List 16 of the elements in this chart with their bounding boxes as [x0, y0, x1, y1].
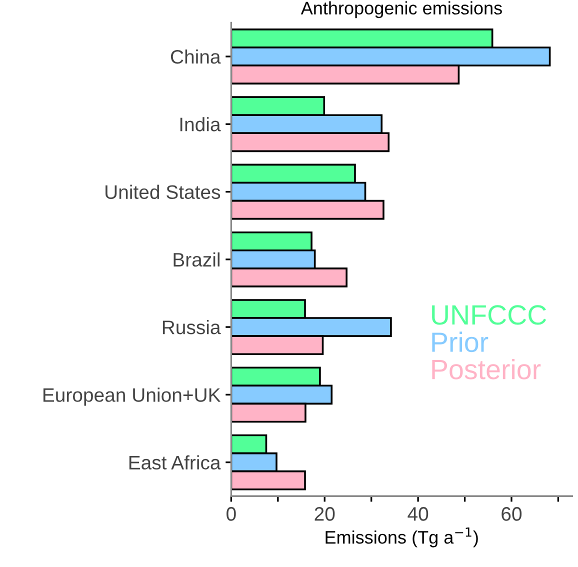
y-tick-label: European Union+UK	[43, 388, 221, 406]
x-axis-title: Emissions (Tg a$^{−1}$)	[326, 527, 478, 548]
text: UNFCCC	[432, 305, 546, 325]
x-tick-label: 60	[502, 507, 522, 521]
y-tick-label: India	[180, 117, 221, 132]
x-tick-label: 40	[408, 507, 428, 521]
series-label: Prior	[432, 332, 488, 352]
x-tick-label: 0	[226, 507, 236, 521]
y-tick-label: East Africa	[129, 455, 221, 470]
x-tick-label: 20	[314, 507, 335, 521]
y-tick-label: Russia	[162, 320, 221, 334]
text: Posterior	[432, 358, 541, 380]
y-tick-label: China	[170, 49, 221, 64]
y-tick-label: United States	[106, 184, 220, 200]
y-tick-label: Brazil	[174, 252, 220, 267]
chart-title: Anthropogenic emissions	[300, 1, 502, 18]
